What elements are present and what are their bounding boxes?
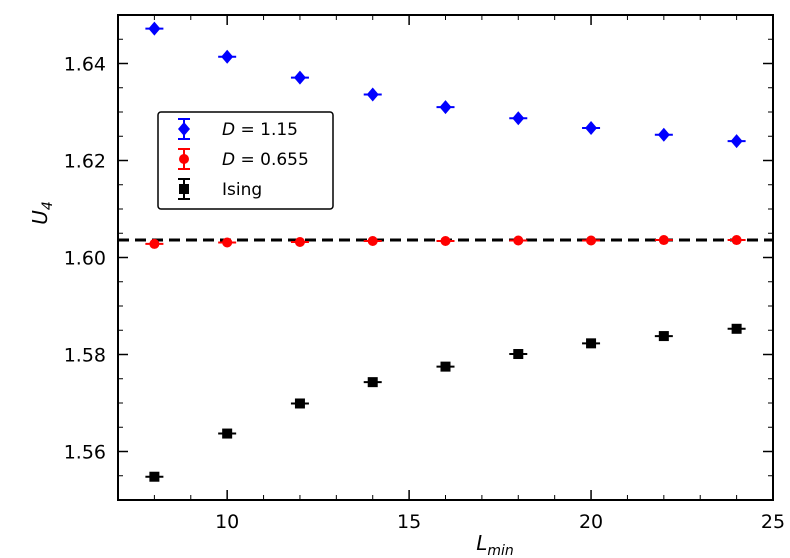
y-tick-label: 1.58: [64, 345, 106, 367]
data-point: [439, 100, 452, 115]
data-point: [513, 349, 524, 360]
legend-label: D = 1.15: [222, 120, 298, 140]
data-point: [440, 236, 451, 247]
ticks-layer: 10 15 20 25 1.56 1.58 1.60 1.62 1.64: [64, 15, 785, 533]
legend-marker: [179, 184, 189, 194]
data-point: [440, 361, 451, 372]
series-d-1-15: [145, 21, 746, 149]
series-d-0-655: [145, 235, 746, 249]
series-ising: [145, 323, 746, 482]
data-point: [294, 398, 305, 409]
data-point: [512, 111, 525, 126]
x-axis-label: Lmin: [476, 531, 514, 558]
legend-label-var: D: [222, 150, 235, 170]
data-point: [149, 471, 160, 482]
y-tick-label: 1.60: [64, 248, 106, 270]
y-tick-label: 1.62: [64, 151, 106, 173]
data-point: [367, 236, 378, 247]
data-point: [658, 235, 669, 246]
legend-label-value: = 0.655: [235, 150, 309, 170]
data-point: [586, 338, 597, 349]
data-point: [222, 428, 233, 439]
y-axis-label: U4: [28, 201, 56, 225]
data-point: [731, 323, 742, 334]
data-point: [222, 237, 233, 248]
y-axis-label-main: U: [28, 210, 52, 225]
x-tick-label: 25: [761, 511, 785, 533]
legend-label: D = 0.655: [222, 150, 309, 170]
axis-labels: Lmin U4: [28, 201, 514, 558]
data-point: [731, 235, 742, 246]
x-tick-label: 15: [397, 511, 421, 533]
legend-box: [157, 111, 334, 210]
data-point: [294, 236, 305, 247]
x-tick-label: 20: [579, 511, 603, 533]
x-axis-label-sub: min: [487, 543, 513, 558]
legend-item: D = 0.655: [178, 148, 309, 170]
y-axis-label-sub: 4: [40, 201, 56, 210]
legend-item: D = 1.15: [178, 118, 298, 140]
legend-marker: [179, 154, 189, 164]
legend-label: Ising: [222, 180, 262, 200]
data-point: [513, 235, 524, 246]
x-axis-label-main: L: [476, 531, 487, 555]
y-tick-label: 1.56: [64, 442, 106, 464]
data-point: [657, 127, 670, 142]
data-point: [367, 377, 378, 388]
legend-item: Ising: [178, 178, 262, 200]
marks-layer: [145, 21, 746, 482]
legend-marker: [178, 122, 190, 136]
data-point: [366, 87, 379, 102]
data-point: [658, 331, 669, 342]
data-point: [221, 49, 234, 64]
x-tick-label: 10: [215, 511, 239, 533]
plot-frame: [117, 14, 774, 501]
y-tick-label: 1.64: [64, 54, 106, 76]
data-point: [585, 121, 598, 136]
data-point: [730, 134, 743, 149]
data-point: [586, 235, 597, 246]
legend-label-var: D: [222, 120, 235, 140]
data-point: [149, 238, 160, 249]
data-point: [293, 70, 306, 85]
data-point: [148, 21, 161, 36]
legend-label-value: = 1.15: [235, 120, 298, 140]
